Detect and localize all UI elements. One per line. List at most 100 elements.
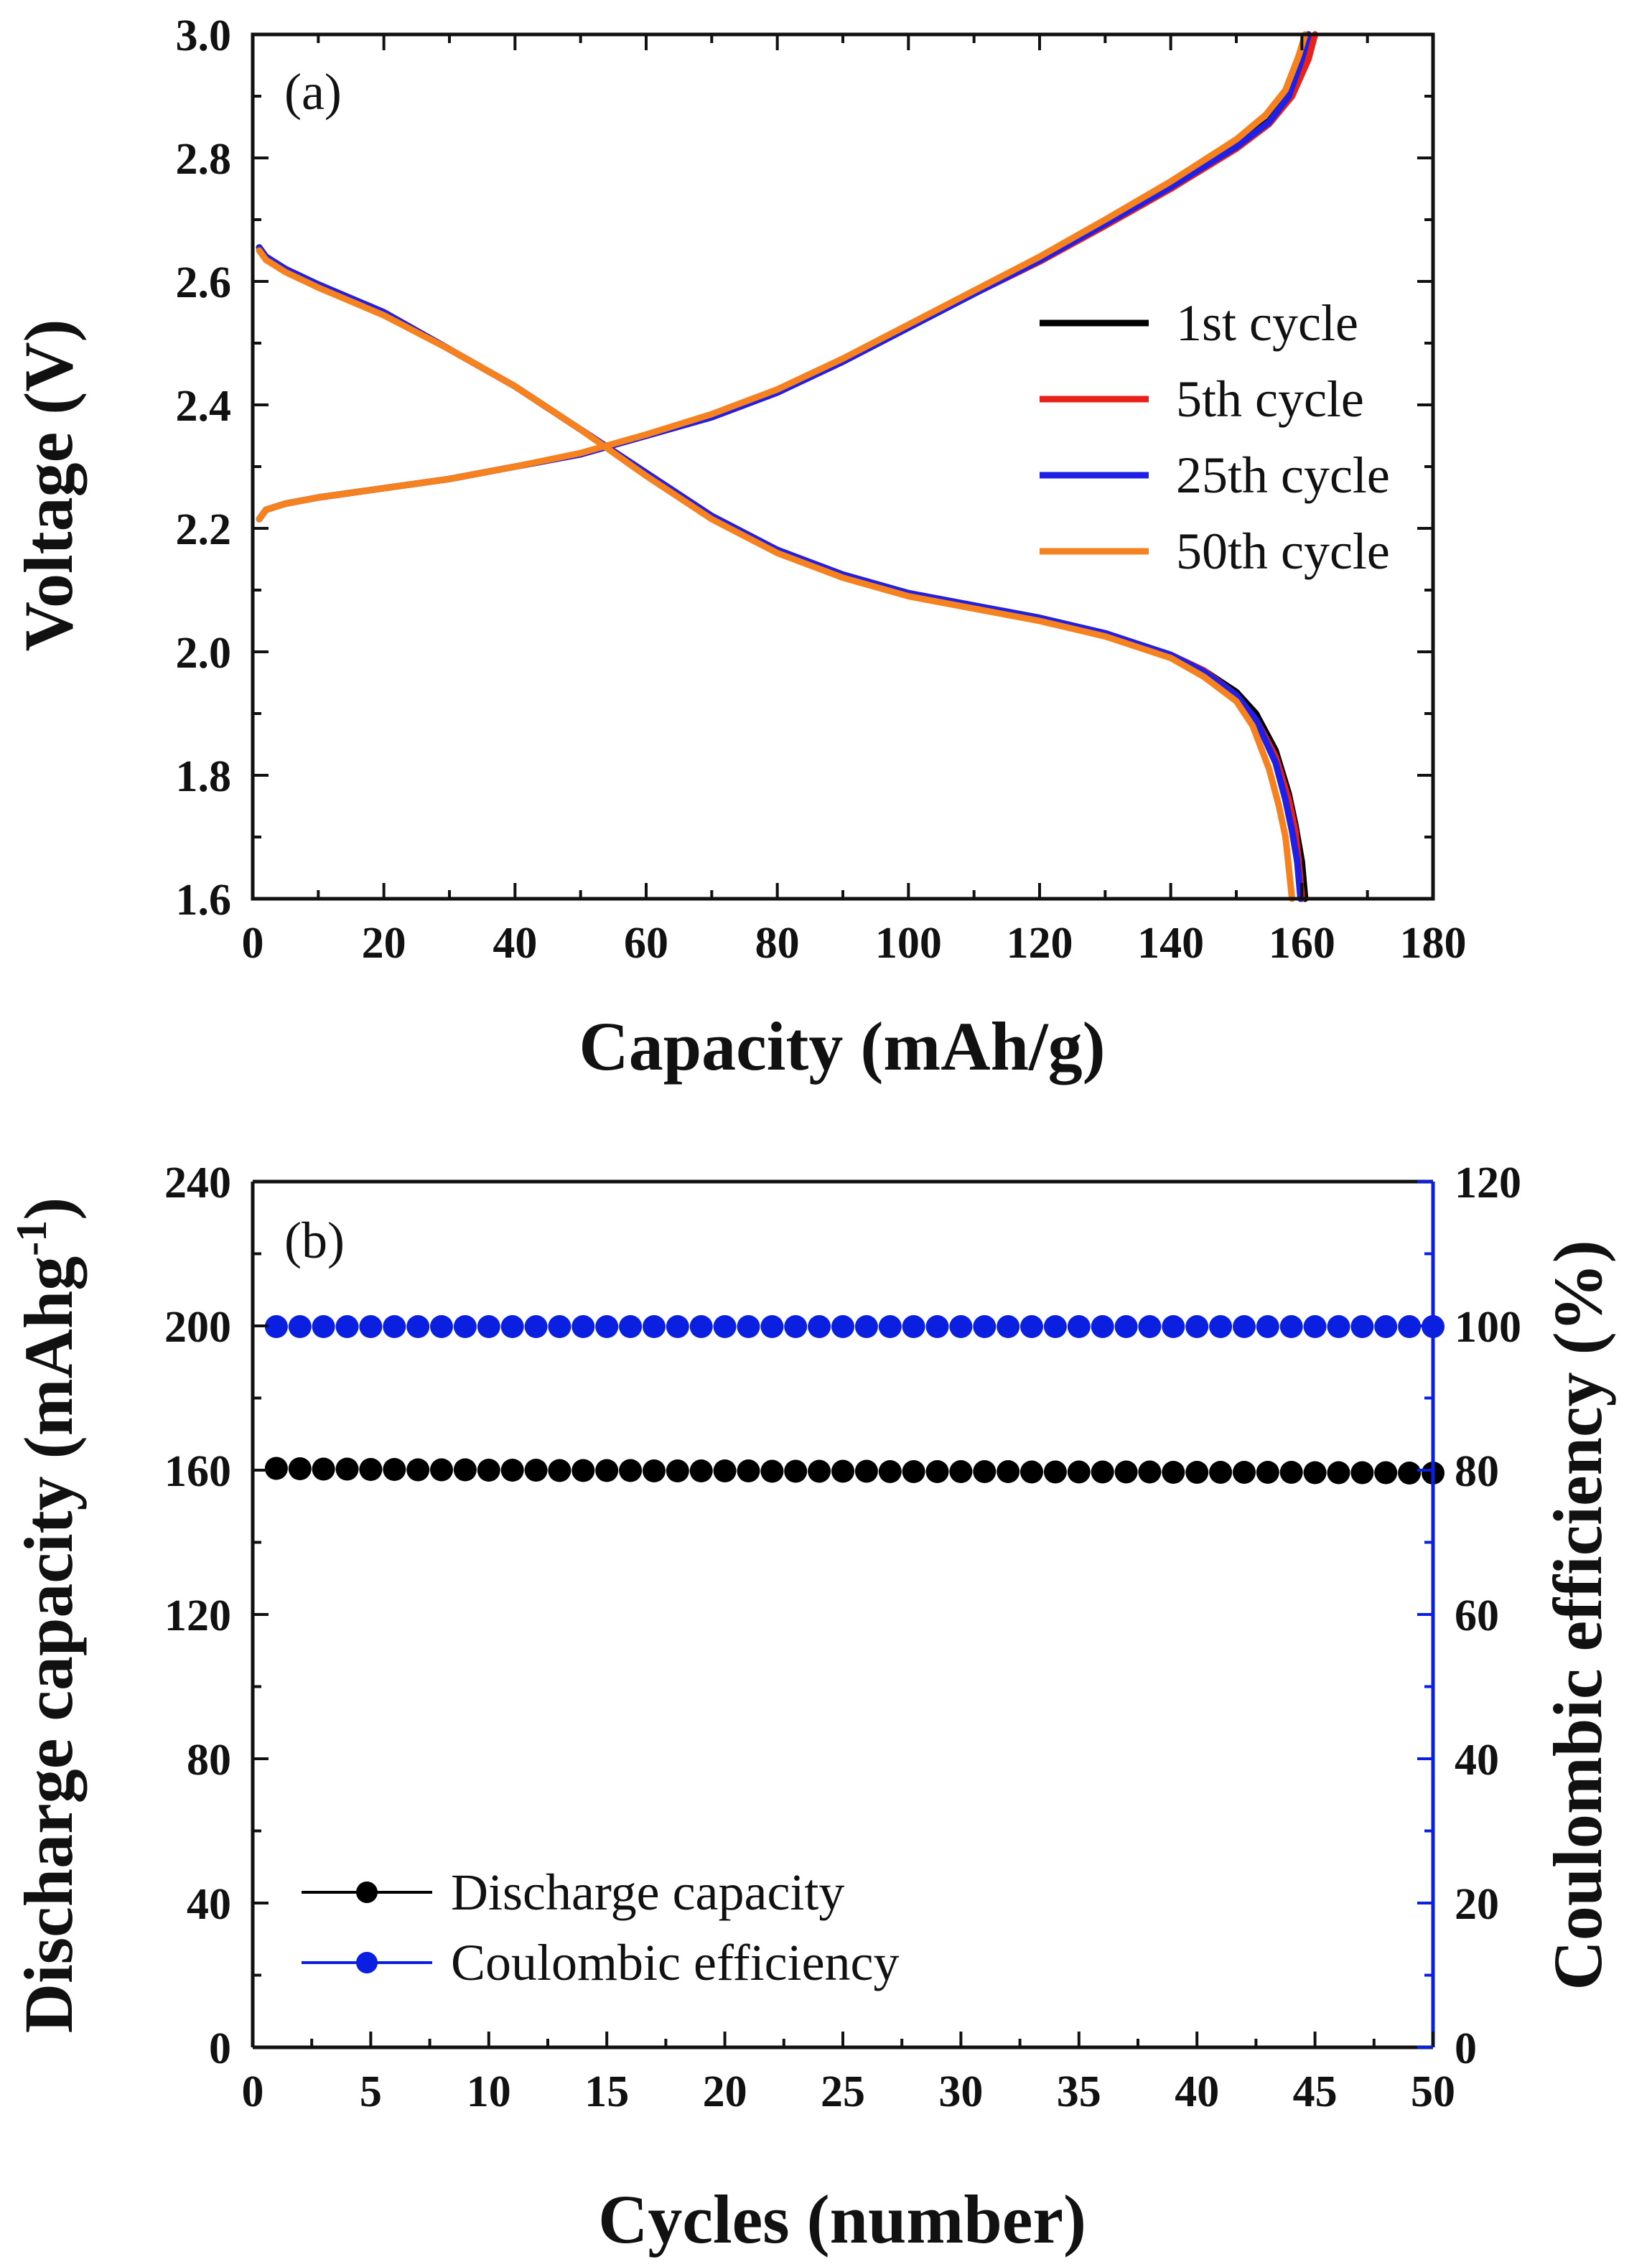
x-tick-label: 100 xyxy=(875,919,942,968)
point-discharge-capacity xyxy=(1327,1461,1350,1485)
point-coulombic-efficiency xyxy=(288,1315,312,1338)
y2-tick-label: 80 xyxy=(1455,1447,1499,1496)
point-coulombic-efficiency xyxy=(737,1315,760,1338)
point-coulombic-efficiency xyxy=(524,1315,548,1338)
point-coulombic-efficiency xyxy=(831,1315,854,1338)
point-coulombic-efficiency xyxy=(925,1315,949,1338)
point-discharge-capacity xyxy=(548,1459,571,1482)
point-coulombic-efficiency xyxy=(1303,1315,1327,1338)
point-discharge-capacity xyxy=(1138,1460,1162,1484)
x-tick-label: 0 xyxy=(242,2067,264,2116)
curve-1st-cycle-discharge xyxy=(256,244,1309,902)
point-discharge-capacity xyxy=(1067,1460,1091,1484)
point-coulombic-efficiency xyxy=(1279,1315,1303,1338)
point-discharge-capacity xyxy=(643,1459,666,1482)
panel-a-legend: 1st cycle 5th cycle 25th cycle 50th cycl… xyxy=(1040,294,1390,580)
y2-tick-label: 100 xyxy=(1455,1303,1521,1352)
point-coulombic-efficiency xyxy=(383,1315,406,1338)
x-tick-label: 40 xyxy=(1175,2067,1219,2116)
x-tick-label: 45 xyxy=(1293,2067,1338,2116)
x-tick-label: 20 xyxy=(362,919,406,968)
curve-5th-cycle-discharge xyxy=(256,244,1305,902)
point-discharge-capacity xyxy=(854,1459,878,1483)
panel-a-label: (a) xyxy=(284,63,342,121)
point-coulombic-efficiency xyxy=(1350,1315,1374,1338)
panel-b-y-axis-title: Discharge capacity (mAhg-1) xyxy=(8,1197,87,2033)
curve-25th-cycle-discharge xyxy=(256,244,1304,902)
point-coulombic-efficiency xyxy=(548,1315,571,1338)
panel-b-y-axis-title-main: Discharge capacity (mAhg xyxy=(10,1256,87,2033)
point-discharge-capacity xyxy=(453,1458,477,1482)
y-tick-label: 120 xyxy=(164,1591,231,1640)
point-coulombic-efficiency xyxy=(689,1315,713,1338)
point-coulombic-efficiency xyxy=(666,1315,689,1338)
point-discharge-capacity xyxy=(689,1459,713,1482)
panel-a-y-axis-title: Voltage (V) xyxy=(10,319,87,651)
x-tick-label: 120 xyxy=(1007,919,1073,968)
point-discharge-capacity xyxy=(902,1460,925,1483)
x-tick-label: 20 xyxy=(703,2067,747,2116)
point-discharge-capacity xyxy=(359,1458,383,1481)
point-coulombic-efficiency xyxy=(453,1315,477,1338)
point-discharge-capacity xyxy=(500,1459,524,1482)
panel-a-x-axis-title: Capacity (mAh/g) xyxy=(579,1008,1105,1085)
x-tick-label: 60 xyxy=(624,919,668,968)
panel-a-voltage-profile: 0 20 40 60 80 100 120 140 160 180 1.6 1.8 2.0 2.2 2.4 2… xyxy=(10,11,1467,1085)
x-tick-label: 25 xyxy=(821,2067,865,2116)
point-discharge-capacity xyxy=(430,1458,453,1482)
y-tick-label: 2.8 xyxy=(176,135,232,184)
panel-a-axes: 0 20 40 60 80 100 120 140 160 180 1.6 1.8 2.0 2.2 2.4 2… xyxy=(176,11,1467,968)
point-coulombic-efficiency xyxy=(406,1315,430,1338)
point-coulombic-efficiency xyxy=(312,1315,335,1338)
point-discharge-capacity xyxy=(1185,1461,1209,1484)
point-coulombic-efficiency xyxy=(1209,1315,1233,1338)
point-discharge-capacity xyxy=(808,1459,831,1483)
point-coulombic-efficiency xyxy=(808,1315,831,1338)
y-tick-label: 240 xyxy=(164,1159,231,1207)
legend-label-50th-cycle: 50th cycle xyxy=(1176,523,1390,580)
point-coulombic-efficiency xyxy=(973,1315,997,1338)
legend-label-discharge-capacity: Discharge capacity xyxy=(451,1864,844,1921)
y-tick-label: 80 xyxy=(187,1736,231,1785)
x-tick-label: 0 xyxy=(242,919,264,968)
x-tick-label: 15 xyxy=(584,2067,629,2116)
panel-b-points xyxy=(264,1315,1445,1485)
panel-b-y-axis-title-superscript: -1 xyxy=(8,1220,55,1256)
point-discharge-capacity xyxy=(1020,1460,1043,1484)
point-discharge-capacity xyxy=(335,1457,359,1481)
y-tick-label: 1.6 xyxy=(176,876,232,925)
point-discharge-capacity xyxy=(760,1459,784,1483)
curve-50th-cycle-discharge xyxy=(256,247,1296,902)
curve-25th-cycle-charge xyxy=(256,31,1312,523)
panel-b-y-axis-title-close: ) xyxy=(10,1197,87,1220)
point-discharge-capacity xyxy=(713,1459,737,1482)
point-coulombic-efficiency xyxy=(1374,1315,1398,1338)
point-discharge-capacity xyxy=(1162,1461,1185,1484)
point-discharge-capacity xyxy=(406,1458,430,1482)
point-coulombic-efficiency xyxy=(713,1315,737,1338)
x-tick-label: 160 xyxy=(1269,919,1335,968)
legend-marker-coulombic-efficiency xyxy=(356,1952,378,1973)
y2-tick-label: 0 xyxy=(1455,2024,1477,2073)
x-tick-label: 10 xyxy=(467,2067,511,2116)
y-tick-label: 160 xyxy=(164,1447,231,1496)
point-discharge-capacity xyxy=(1043,1460,1067,1484)
point-coulombic-efficiency xyxy=(1398,1315,1422,1338)
point-discharge-capacity xyxy=(264,1457,288,1480)
point-discharge-capacity xyxy=(1091,1460,1114,1484)
x-tick-label: 50 xyxy=(1411,2067,1455,2116)
y-tick-label: 40 xyxy=(187,1880,231,1929)
point-discharge-capacity xyxy=(1256,1461,1279,1484)
point-coulombic-efficiency xyxy=(619,1315,643,1338)
point-discharge-capacity xyxy=(288,1457,312,1480)
x-tick-label: 30 xyxy=(938,2067,983,2116)
panel-b-cycling-performance: 0 5 10 15 20 25 30 35 40 45 5004080120160200240020… xyxy=(8,1159,1616,2258)
curve-50th-cycle-charge xyxy=(256,31,1309,523)
legend-label-25th-cycle: 25th cycle xyxy=(1176,447,1390,504)
point-coulombic-efficiency xyxy=(854,1315,878,1338)
y-tick-label: 2.4 xyxy=(176,382,232,431)
x-tick-label: 5 xyxy=(360,2067,382,2116)
panel-b-x-axis-title: Cycles (number) xyxy=(598,2181,1086,2258)
point-discharge-capacity xyxy=(1233,1461,1256,1484)
panel-b-right-axis-title: Coulombic efficiency (%) xyxy=(1539,1240,1616,1990)
